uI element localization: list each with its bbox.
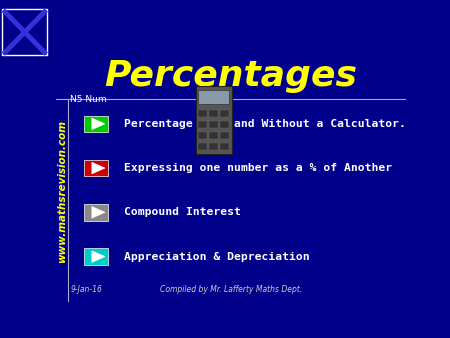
Text: Compound Interest: Compound Interest — [124, 207, 241, 217]
Polygon shape — [92, 207, 105, 218]
Text: Percentages: Percentages — [104, 59, 357, 93]
Bar — [220, 121, 229, 128]
Text: Appreciation & Depreciation: Appreciation & Depreciation — [124, 251, 310, 262]
Polygon shape — [92, 162, 105, 174]
Bar — [198, 110, 207, 117]
Polygon shape — [92, 118, 105, 129]
Bar — [198, 132, 207, 139]
Bar — [209, 110, 218, 117]
Bar — [220, 132, 229, 139]
Text: 9-Jan-16: 9-Jan-16 — [70, 285, 102, 294]
Bar — [198, 90, 229, 104]
Bar — [84, 160, 108, 176]
Bar — [220, 110, 229, 117]
Bar — [84, 248, 108, 265]
Bar — [209, 143, 218, 150]
Text: Percentage With and Without a Calculator.: Percentage With and Without a Calculator… — [124, 119, 406, 129]
Polygon shape — [92, 251, 105, 262]
Bar — [198, 143, 207, 150]
Text: Expressing one number as a % of Another: Expressing one number as a % of Another — [124, 163, 392, 173]
Bar — [84, 116, 108, 132]
Bar — [209, 132, 218, 139]
Bar — [220, 143, 229, 150]
Bar — [84, 204, 108, 221]
Text: www.mathsrevision.com: www.mathsrevision.com — [58, 120, 68, 263]
Bar — [209, 121, 218, 128]
Bar — [198, 121, 207, 128]
Text: N5 Num: N5 Num — [70, 95, 107, 104]
Text: Compiled by Mr. Lafferty Maths Dept.: Compiled by Mr. Lafferty Maths Dept. — [159, 285, 302, 294]
